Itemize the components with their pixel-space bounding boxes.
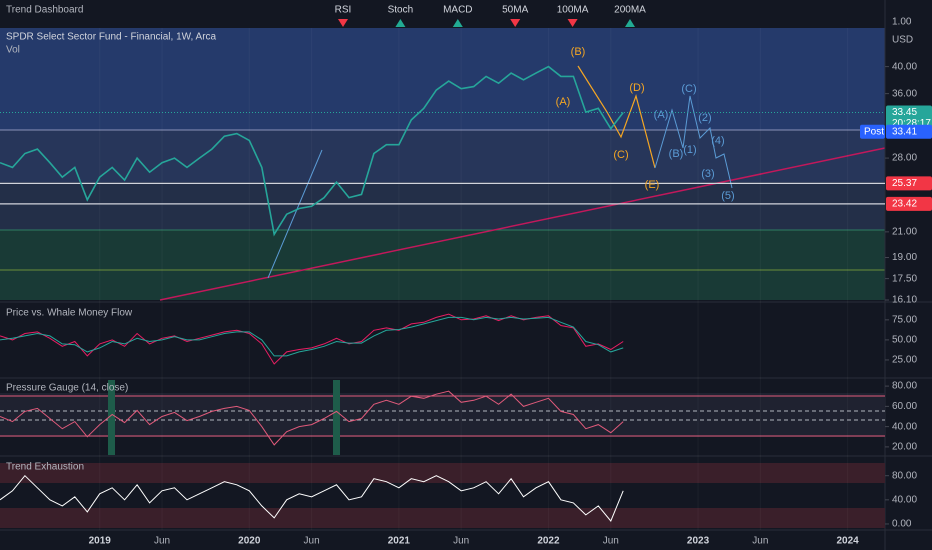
post-value: 33.41 xyxy=(892,126,917,137)
dashboard-arrow xyxy=(567,19,578,27)
gauge-band xyxy=(0,393,885,437)
x-tick-label: 2019 xyxy=(89,536,112,547)
last-price-label: 33.45 xyxy=(892,107,917,118)
wave-label: (5) xyxy=(721,190,734,202)
wave-projection xyxy=(654,95,733,189)
wave-label: (1) xyxy=(683,144,696,156)
level-label: 25.37 xyxy=(892,178,917,189)
dashboard-label: MACD xyxy=(443,5,472,16)
x-tick-label: 2024 xyxy=(836,536,859,547)
zone xyxy=(0,230,885,300)
zone xyxy=(0,182,885,230)
level-label: 23.42 xyxy=(892,199,917,210)
dashboard-arrow xyxy=(452,19,463,27)
wave-label: (2) xyxy=(698,112,711,124)
wave-label: (E) xyxy=(645,179,660,191)
y-tick-label: 40.00 xyxy=(892,494,917,505)
zone xyxy=(0,130,885,182)
x-tick-label: Jun xyxy=(752,536,768,547)
wave-label: (C) xyxy=(613,149,628,161)
post-badge xyxy=(860,124,885,139)
pane-title: Price vs. Whale Money Flow xyxy=(6,308,133,319)
wave-label: (C) xyxy=(681,83,696,95)
dashboard-label: 200MA xyxy=(614,5,646,16)
wave-label: (3) xyxy=(701,168,714,180)
gauge-highlight xyxy=(108,380,115,455)
x-tick-label: Jun xyxy=(154,536,170,547)
y-tick-label: 40.00 xyxy=(892,421,917,432)
pane-title: Trend Exhaustion xyxy=(6,462,84,473)
y-tick-label: 36.00 xyxy=(892,88,917,99)
gauge-highlight xyxy=(333,380,340,455)
dashboard-arrow xyxy=(338,19,348,27)
y-tick-label: 21.00 xyxy=(892,227,917,238)
trend-line xyxy=(159,147,886,301)
post-label: Post xyxy=(864,126,884,137)
exhaustion-zone xyxy=(0,463,885,483)
y-tick-label: 17.50 xyxy=(892,273,917,284)
data-line xyxy=(0,65,624,237)
dashboard-label: Stoch xyxy=(388,5,414,16)
x-tick-label: 2020 xyxy=(238,536,261,547)
currency: USD xyxy=(892,35,913,46)
data-line xyxy=(0,316,624,357)
y-tick-label: 19.00 xyxy=(892,252,917,263)
last-price-badge xyxy=(886,105,932,130)
y-tick-label: 75.00 xyxy=(892,314,917,325)
dashboard-label: 50MA xyxy=(502,5,528,16)
y-tick-label: 28.00 xyxy=(892,153,917,164)
wave-label: (A) xyxy=(654,109,669,121)
y-tick-label: 40.00 xyxy=(892,61,917,72)
dashboard-arrow xyxy=(510,19,521,27)
post-value-badge xyxy=(886,124,932,139)
dashboard-arrow xyxy=(395,19,406,27)
y-tick-label: 0.00 xyxy=(892,519,912,530)
zone xyxy=(0,28,885,130)
chart-title: SPDR Select Sector Fund - Financial, 1W,… xyxy=(6,32,217,43)
y-tick-label: 20.00 xyxy=(892,442,917,453)
wave-label: (B) xyxy=(571,46,586,58)
channel-line xyxy=(267,149,323,279)
y-tick-label: 25.00 xyxy=(892,355,917,366)
y-tick-label: 80.00 xyxy=(892,470,917,481)
wave-label: (B) xyxy=(669,148,684,160)
x-tick-label: Jun xyxy=(603,536,619,547)
y-tick-label: 16.10 xyxy=(892,295,917,306)
data-line xyxy=(0,390,624,446)
level-badge xyxy=(886,176,932,191)
data-line xyxy=(0,474,624,522)
x-tick-label: 2021 xyxy=(388,536,411,547)
dashboard-arrow xyxy=(625,19,635,27)
wave-label: (A) xyxy=(556,96,571,108)
level-badge xyxy=(886,196,932,211)
dashboard-scale: 1.00 xyxy=(892,17,912,28)
x-tick-label: 2022 xyxy=(537,536,560,547)
dashboard-title: Trend Dashboard xyxy=(6,5,83,16)
y-tick-label: 60.00 xyxy=(892,401,917,412)
chart-subtitle: Vol xyxy=(6,45,20,56)
x-tick-label: 2023 xyxy=(687,536,710,547)
y-tick-label: 80.00 xyxy=(892,381,917,392)
wave-label: (4) xyxy=(711,135,724,147)
wave-projection xyxy=(577,65,656,169)
wave-label: (D) xyxy=(629,82,644,94)
x-tick-label: Jun xyxy=(453,536,469,547)
countdown: 20:28:17 xyxy=(892,118,931,129)
y-tick-label: 50.00 xyxy=(892,335,917,346)
dashboard-label: 100MA xyxy=(557,5,589,16)
dashboard-label: RSI xyxy=(335,5,352,16)
pane-title: Pressure Gauge (14, close) xyxy=(6,383,128,394)
exhaustion-zone xyxy=(0,508,885,528)
x-tick-label: Jun xyxy=(304,536,320,547)
